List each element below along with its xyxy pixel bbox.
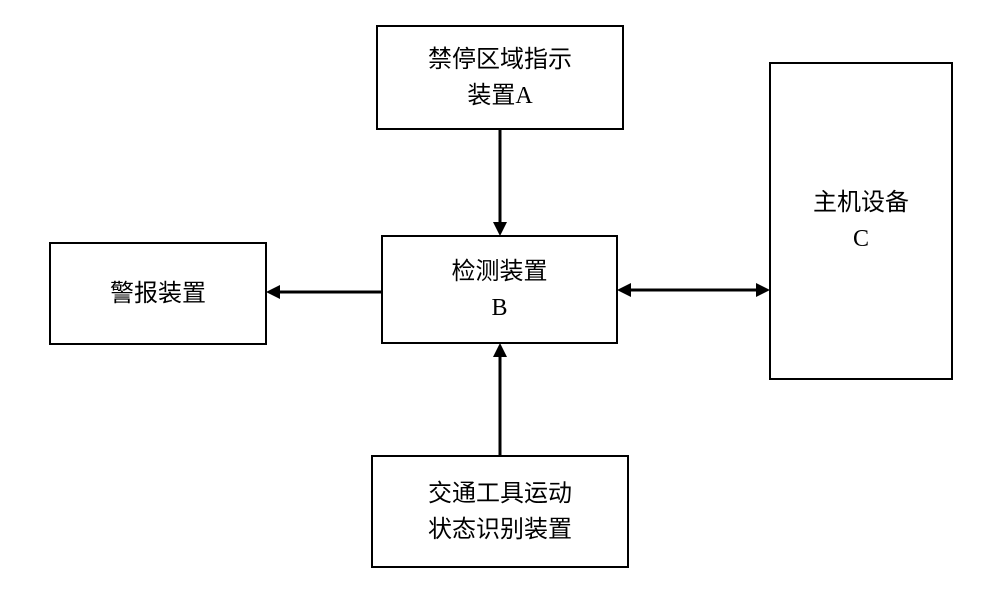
node-right: 主机设备C: [769, 62, 953, 380]
node-top: 禁停区域指示装置A: [376, 25, 624, 130]
node-top-label: 禁停区域指示装置A: [428, 42, 572, 114]
node-right-label: 主机设备C: [813, 185, 909, 257]
node-center-label: 检测装置B: [452, 254, 548, 326]
node-bottom: 交通工具运动状态识别装置: [371, 455, 629, 568]
node-center: 检测装置B: [381, 235, 618, 344]
node-left: 警报装置: [49, 242, 267, 345]
node-bottom-label: 交通工具运动状态识别装置: [428, 476, 572, 548]
node-left-label: 警报装置: [110, 276, 206, 312]
